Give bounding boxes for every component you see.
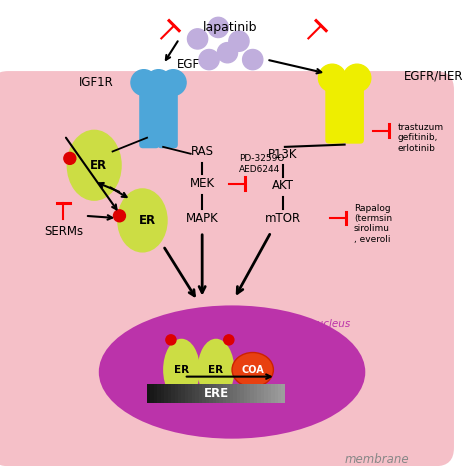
Text: ER: ER bbox=[90, 159, 107, 172]
Circle shape bbox=[319, 64, 346, 92]
FancyBboxPatch shape bbox=[139, 77, 159, 148]
Bar bbox=[261, 383, 264, 403]
Bar bbox=[271, 383, 275, 403]
Circle shape bbox=[208, 18, 228, 37]
Bar bbox=[257, 383, 261, 403]
Bar bbox=[212, 383, 217, 403]
Text: ER: ER bbox=[209, 365, 224, 375]
Circle shape bbox=[343, 64, 371, 92]
Bar bbox=[199, 383, 202, 403]
Bar bbox=[219, 383, 223, 403]
Bar bbox=[223, 383, 227, 403]
Bar bbox=[188, 383, 192, 403]
Text: SERMs: SERMs bbox=[44, 226, 83, 238]
Circle shape bbox=[218, 43, 237, 63]
Bar bbox=[185, 383, 189, 403]
Text: EGF: EGF bbox=[177, 58, 200, 71]
Ellipse shape bbox=[67, 130, 122, 201]
Text: MEK: MEK bbox=[190, 177, 215, 190]
Bar bbox=[195, 383, 199, 403]
Circle shape bbox=[335, 73, 355, 93]
Bar bbox=[250, 383, 255, 403]
Bar bbox=[174, 383, 179, 403]
Text: lapatinib: lapatinib bbox=[202, 21, 257, 34]
Bar bbox=[237, 383, 240, 403]
Ellipse shape bbox=[198, 339, 234, 401]
FancyBboxPatch shape bbox=[0, 71, 454, 466]
Bar bbox=[240, 383, 244, 403]
Circle shape bbox=[146, 70, 172, 95]
Bar bbox=[226, 383, 230, 403]
Circle shape bbox=[160, 70, 186, 95]
Bar bbox=[157, 383, 161, 403]
Text: Rapalog
(termsin
sirolimu
, everoli: Rapalog (termsin sirolimu , everoli bbox=[354, 203, 392, 244]
Circle shape bbox=[243, 49, 263, 70]
Ellipse shape bbox=[232, 353, 273, 387]
Bar bbox=[233, 383, 237, 403]
Circle shape bbox=[229, 31, 249, 51]
Bar bbox=[282, 383, 285, 403]
Bar bbox=[192, 383, 196, 403]
Text: trastuzum
gefitinib,
erlotinib: trastuzum gefitinib, erlotinib bbox=[398, 123, 444, 153]
Bar bbox=[247, 383, 251, 403]
Text: IGF1R: IGF1R bbox=[79, 76, 114, 89]
Text: COA: COA bbox=[241, 365, 264, 375]
Text: PD-3259O
AED6244: PD-3259O AED6244 bbox=[239, 154, 284, 173]
Circle shape bbox=[188, 29, 208, 49]
Bar bbox=[264, 383, 268, 403]
FancyBboxPatch shape bbox=[325, 72, 346, 144]
Bar bbox=[209, 383, 213, 403]
Bar bbox=[154, 383, 158, 403]
Circle shape bbox=[199, 49, 219, 70]
Ellipse shape bbox=[99, 305, 365, 438]
Text: RAS: RAS bbox=[191, 145, 214, 158]
Bar bbox=[244, 383, 247, 403]
Circle shape bbox=[64, 153, 76, 164]
Bar bbox=[171, 383, 175, 403]
Bar bbox=[168, 383, 172, 403]
Circle shape bbox=[166, 335, 176, 345]
Text: P13K: P13K bbox=[268, 148, 297, 161]
Text: ER: ER bbox=[174, 365, 189, 375]
Text: mTOR: mTOR bbox=[264, 211, 301, 225]
Bar bbox=[230, 383, 234, 403]
Bar bbox=[161, 383, 165, 403]
Text: membrane: membrane bbox=[345, 453, 409, 466]
Circle shape bbox=[113, 210, 126, 222]
Bar bbox=[206, 383, 210, 403]
Bar bbox=[147, 383, 151, 403]
Text: nucleus: nucleus bbox=[310, 319, 351, 329]
Ellipse shape bbox=[163, 339, 200, 401]
Circle shape bbox=[224, 335, 234, 345]
Bar bbox=[202, 383, 206, 403]
Bar bbox=[178, 383, 182, 403]
Text: ER: ER bbox=[138, 214, 155, 227]
Bar bbox=[274, 383, 278, 403]
FancyBboxPatch shape bbox=[157, 77, 178, 148]
Bar bbox=[164, 383, 168, 403]
Text: ERE: ERE bbox=[203, 387, 228, 400]
Bar bbox=[268, 383, 272, 403]
Bar bbox=[216, 383, 220, 403]
Text: EGFR/HER: EGFR/HER bbox=[404, 69, 464, 82]
Text: MAPK: MAPK bbox=[186, 211, 219, 225]
Bar bbox=[182, 383, 185, 403]
FancyBboxPatch shape bbox=[344, 72, 364, 144]
Bar bbox=[254, 383, 258, 403]
Text: AKT: AKT bbox=[272, 180, 293, 192]
Bar bbox=[278, 383, 282, 403]
Bar bbox=[150, 383, 155, 403]
Ellipse shape bbox=[117, 188, 168, 253]
Circle shape bbox=[131, 70, 157, 95]
